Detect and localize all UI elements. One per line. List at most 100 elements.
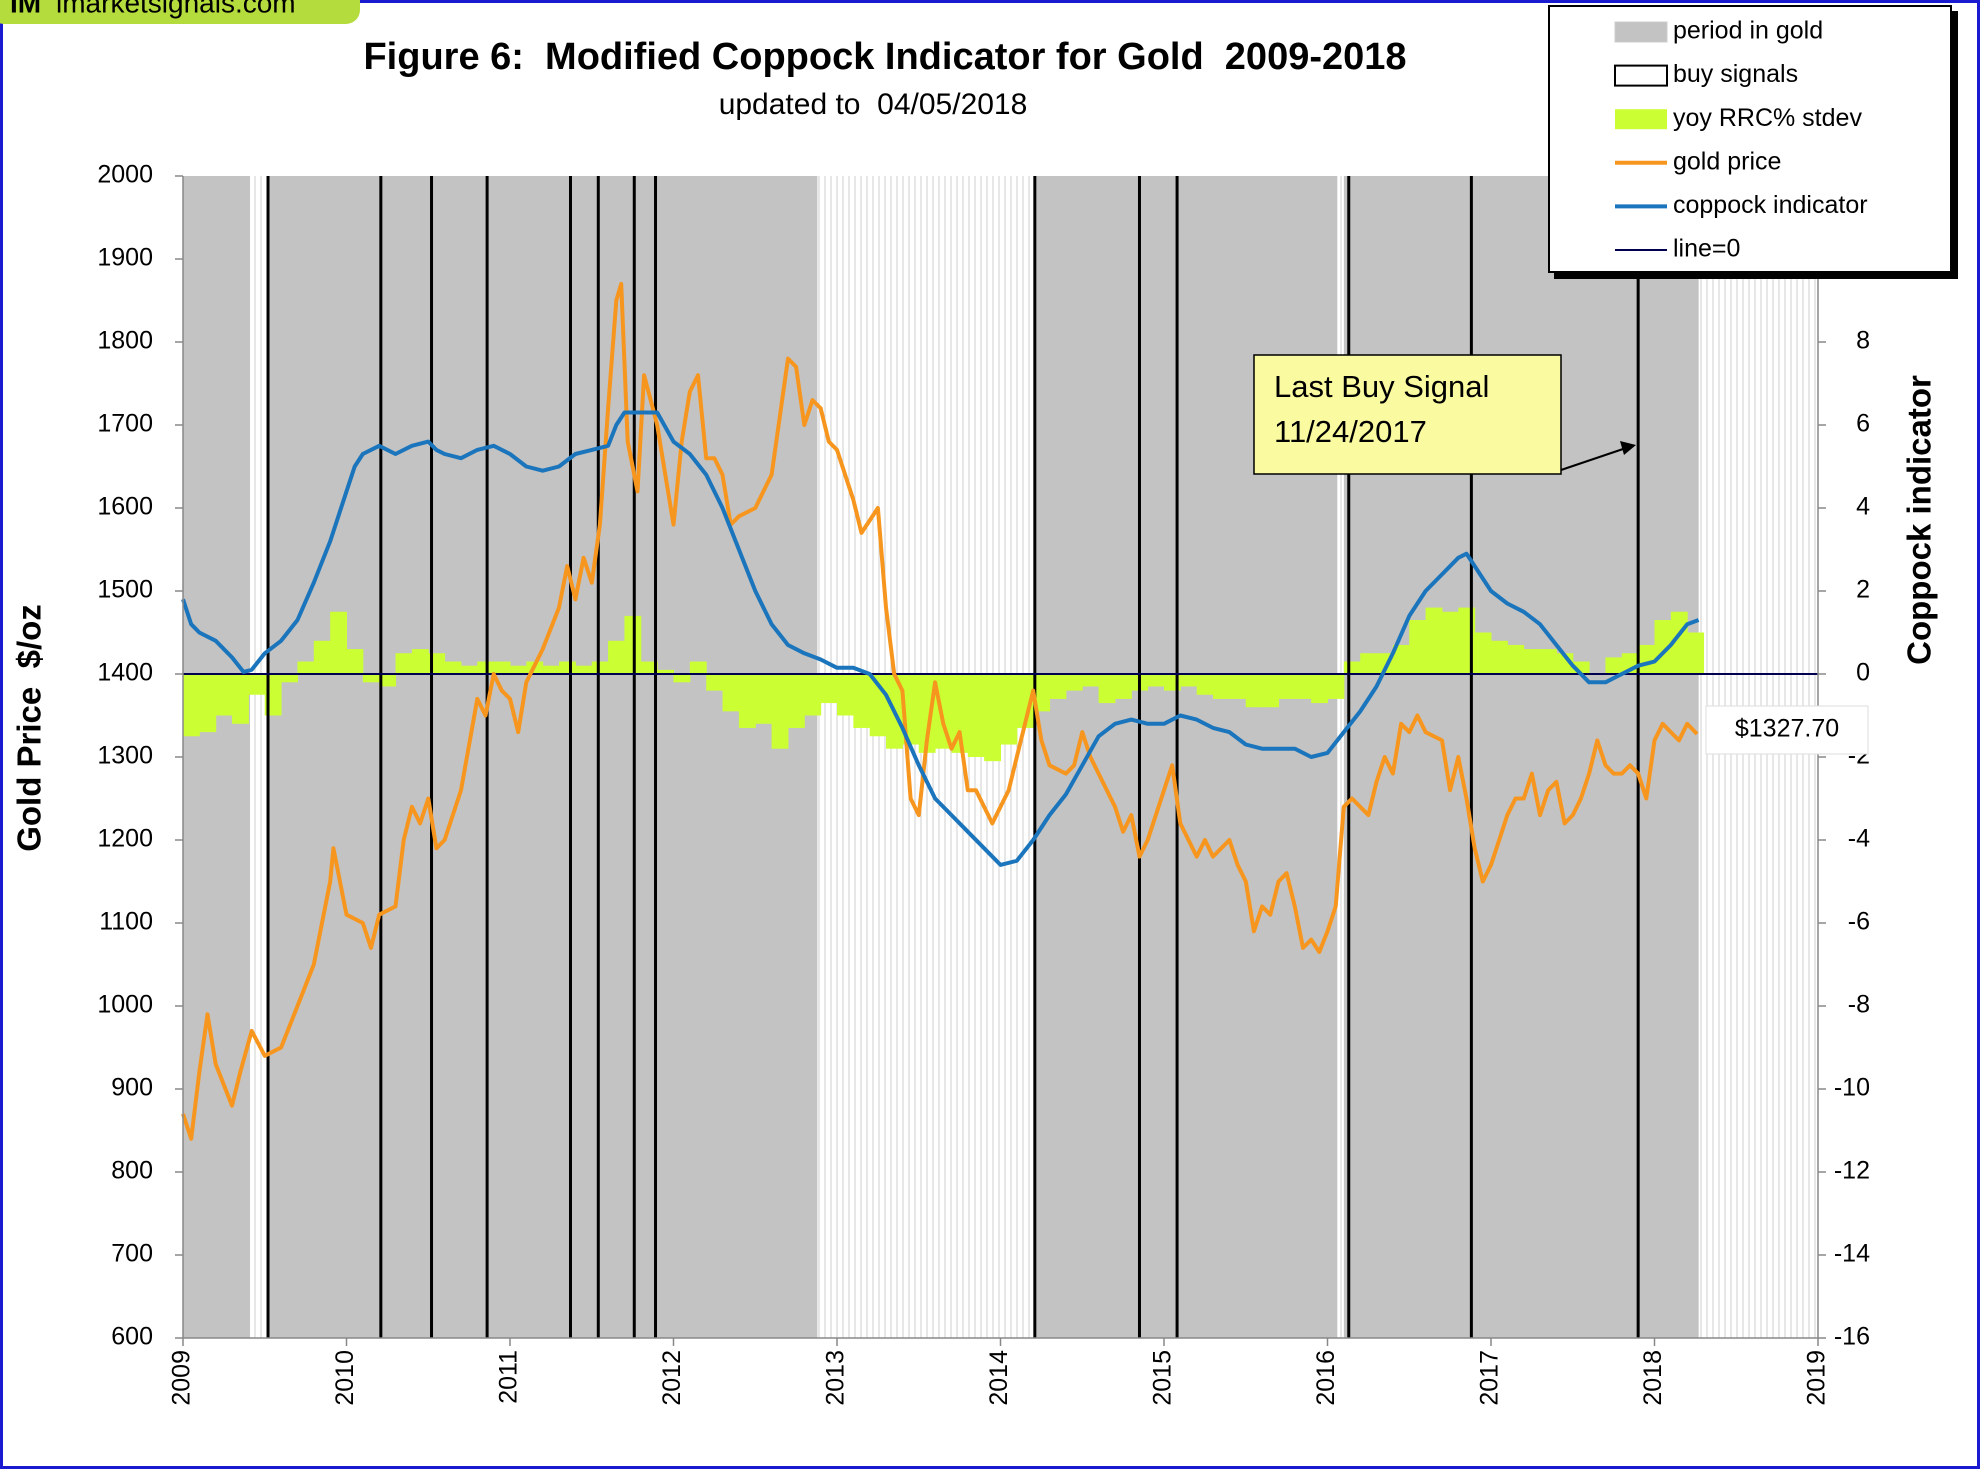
rrc-bar: [330, 611, 347, 674]
y-tick-label: 1900: [97, 244, 153, 272]
y-tick-label: 1000: [97, 991, 153, 1019]
y-tick-label: 700: [111, 1240, 153, 1268]
rrc-bar: [1098, 674, 1116, 704]
rrc-bar: [820, 674, 838, 704]
rrc-bar: [1114, 674, 1132, 699]
rrc-bar: [199, 674, 217, 733]
y-tick-label: 1700: [97, 410, 153, 438]
y2-tick-label: 4: [1856, 493, 1870, 521]
annotation-text: Last Buy Signal: [1274, 369, 1489, 404]
y2-tick-label: 0: [1856, 659, 1870, 687]
rrc-bar: [1049, 674, 1067, 699]
rrc-bar: [1262, 674, 1279, 708]
rrc-bar: [1425, 607, 1443, 674]
x-tick-label: 2012: [658, 1350, 686, 1406]
x-tick-label: 2018: [1639, 1350, 1667, 1406]
rrc-bar: [853, 674, 871, 728]
rrc-bar: [1409, 620, 1427, 674]
legend-swatch: [1615, 109, 1667, 130]
rrc-bar: [1147, 674, 1165, 687]
rrc-bar: [559, 661, 576, 674]
rrc-bar: [706, 674, 724, 691]
rrc-bar: [411, 649, 429, 674]
rrc-bar: [738, 674, 756, 728]
x-tick-label: 2019: [1803, 1350, 1831, 1406]
legend-swatch: [1614, 64, 1668, 87]
rrc-bar: [1507, 644, 1525, 674]
rrc-bar: [1441, 611, 1459, 674]
rrc-bar: [542, 665, 560, 674]
y-tick-label: 1800: [97, 327, 153, 355]
last-price-label: $1327.70: [1735, 715, 1839, 743]
rrc-bar: [1245, 674, 1263, 708]
rrc-bar: [1229, 674, 1247, 699]
chart-subtitle: updated to 04/05/2018: [719, 88, 1028, 121]
legend-label: coppock indicator: [1673, 191, 1868, 219]
y2-tick-label: 2: [1856, 576, 1870, 604]
rrc-bar: [1213, 674, 1230, 699]
rrc-bar: [346, 649, 364, 674]
y-tick-label: 1500: [97, 576, 153, 604]
rrc-bar: [591, 661, 609, 674]
rrc-bar: [1491, 640, 1508, 674]
legend-label: period in gold: [1673, 17, 1823, 45]
rrc-bar: [575, 665, 593, 674]
rrc-bar: [1523, 649, 1541, 674]
y-tick-label: 800: [111, 1157, 153, 1185]
rrc-bar: [444, 661, 462, 674]
y-tick-label: 900: [111, 1074, 153, 1102]
y-tick-label: 2000: [97, 161, 153, 189]
rrc-bar: [837, 674, 854, 716]
rrc-bar: [281, 674, 298, 683]
rrc-bar: [755, 674, 773, 724]
gold-period: [183, 176, 251, 1338]
rrc-bar: [1294, 674, 1312, 699]
x-tick-label: 2013: [822, 1350, 850, 1406]
y-tick-label: 1200: [97, 825, 153, 853]
rrc-bar: [951, 674, 969, 753]
rrc-bar: [1605, 657, 1623, 674]
rrc-bar: [232, 674, 249, 724]
y2-tick-label: -12: [1834, 1157, 1870, 1185]
rrc-bar: [1278, 674, 1296, 699]
brand-badge: [0, 0, 360, 24]
y-tick-label: 1100: [99, 908, 153, 936]
rrc-bar: [362, 674, 380, 683]
y2-tick-label: -4: [1848, 825, 1870, 853]
rrc-bar: [1016, 674, 1034, 728]
gold-period: [1034, 176, 1338, 1338]
rrc-bar: [379, 674, 397, 687]
rrc-bar: [640, 661, 658, 674]
rrc-bar: [297, 661, 315, 674]
series-line: [181, 281, 1699, 1141]
x-tick-label: 2016: [1312, 1350, 1340, 1406]
rrc-bar: [493, 661, 511, 674]
rrc-bar: [1033, 674, 1051, 712]
x-tick-label: 2010: [331, 1350, 359, 1406]
legend-box: [1548, 5, 1952, 273]
rrc-bar: [1196, 674, 1214, 695]
x-tick-label: 2017: [1476, 1350, 1504, 1406]
rrc-bar: [1065, 674, 1083, 691]
annotation-arrowhead: [1620, 441, 1636, 455]
legend-swatch: [1614, 21, 1668, 43]
rrc-bar: [787, 674, 805, 728]
rrc-bar: [460, 665, 478, 674]
gold-period: [268, 176, 818, 1338]
rrc-bar: [1654, 620, 1672, 674]
y2-tick-label: 8: [1856, 327, 1870, 355]
x-tick-label: 2009: [168, 1350, 196, 1406]
rrc-bar: [1540, 649, 1557, 674]
rrc-bar: [1392, 644, 1410, 674]
brand-logo: IM: [10, 0, 41, 18]
rrc-bar: [1180, 674, 1198, 687]
rrc-bar: [722, 674, 740, 712]
y2-axis-title: Coppock indicator: [1901, 375, 1938, 665]
rrc-bar: [657, 669, 674, 674]
x-tick-label: 2011: [495, 1350, 523, 1404]
y2-tick-label: -16: [1834, 1323, 1870, 1351]
legend-label: buy signals: [1673, 60, 1798, 88]
x-tick-label: 2015: [1149, 1350, 1177, 1406]
